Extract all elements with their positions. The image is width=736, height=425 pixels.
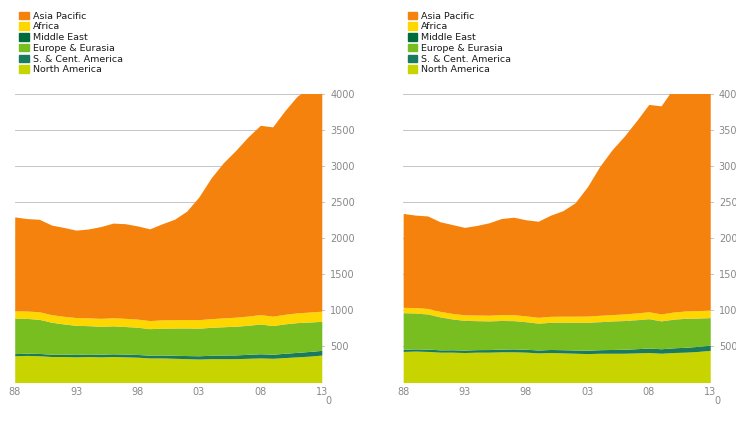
Text: 0: 0 <box>325 396 332 405</box>
Legend: Asia Pacific, Africa, Middle East, Europe & Eurasia, S. & Cent. America, North A: Asia Pacific, Africa, Middle East, Europ… <box>408 11 511 74</box>
Text: 0: 0 <box>714 396 720 405</box>
Legend: Asia Pacific, Africa, Middle East, Europe & Eurasia, S. & Cent. America, North A: Asia Pacific, Africa, Middle East, Europ… <box>19 11 123 74</box>
